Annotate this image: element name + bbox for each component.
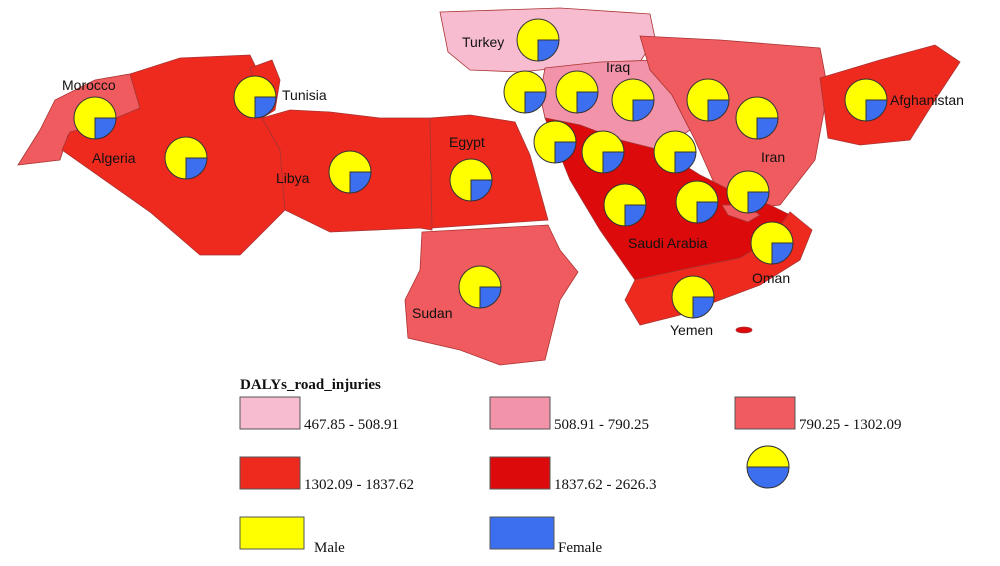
pie-female	[692, 296, 715, 319]
pie-female	[576, 91, 599, 114]
pie-female	[254, 96, 277, 119]
country-label: Yemen	[670, 322, 713, 338]
country-labels: Turkey Iraq Morocco Tunisia Algeria Liby…	[62, 34, 964, 338]
pie-male	[516, 18, 560, 62]
pie-male	[750, 221, 794, 265]
pie-female	[524, 91, 547, 114]
pie-male	[603, 183, 647, 227]
pie-female	[865, 99, 888, 122]
pie-male	[671, 275, 715, 319]
pie-male	[73, 96, 117, 140]
pie-female	[632, 99, 655, 122]
pie-female	[554, 141, 577, 164]
legend-label: 467.85 - 508.91	[304, 417, 399, 433]
country-label: Egypt	[449, 134, 485, 150]
pie-male	[611, 78, 655, 122]
legend: DALYs_road_injuries 467.85 - 508.91 508.9…	[239, 377, 902, 556]
country-label: Iran	[761, 149, 785, 165]
pie-male	[581, 130, 625, 174]
pie-male	[675, 180, 719, 224]
country-label: Turkey	[462, 34, 504, 50]
legend-label: 1837.62 - 2626.3	[554, 477, 657, 493]
pie-female	[602, 151, 625, 174]
legend-swatch	[489, 456, 551, 490]
pie-male	[844, 78, 888, 122]
pie-female	[707, 99, 730, 122]
pie-female	[674, 151, 697, 174]
country-label: Sudan	[412, 305, 452, 321]
country-label: Libya	[276, 170, 310, 186]
country-label: Iraq	[606, 59, 630, 75]
legend-swatch	[239, 456, 301, 490]
pie-male	[555, 70, 599, 114]
pie-male	[233, 75, 277, 119]
pie-male	[449, 158, 493, 202]
legend-label: Male	[314, 540, 345, 556]
pie-female	[624, 204, 647, 227]
country-label: Afghanistan	[890, 92, 964, 108]
pie-male	[164, 136, 208, 180]
pie-female	[771, 242, 794, 265]
legend-swatch	[734, 396, 796, 430]
country-label: Saudi Arabia	[628, 235, 708, 251]
legend-swatch	[239, 396, 301, 430]
pie-male	[533, 120, 577, 164]
pie-male	[503, 70, 547, 114]
country-label: Algeria	[92, 150, 136, 166]
pie-female	[747, 191, 770, 214]
legend-swatch	[489, 516, 555, 550]
pie-female	[470, 179, 493, 202]
country-label: Morocco	[62, 77, 116, 93]
pie-female	[94, 117, 117, 140]
pie-female	[696, 201, 719, 224]
pie-male	[735, 96, 779, 140]
pie-female	[479, 286, 502, 309]
pie-male	[328, 150, 372, 194]
pie-layer	[73, 18, 888, 319]
pie-male	[726, 170, 770, 214]
pie-male	[458, 265, 502, 309]
pie-female	[756, 117, 779, 140]
legend-title: DALYs_road_injuries	[240, 377, 381, 393]
afghanistan-shape	[819, 44, 961, 146]
pie-female	[349, 171, 372, 194]
pie-male	[653, 130, 697, 174]
country-label: Tunisia	[282, 87, 327, 103]
legend-swatch	[489, 396, 551, 430]
legend-swatch	[239, 516, 305, 550]
pie-male	[686, 78, 730, 122]
country-label: Oman	[752, 270, 790, 286]
legend-label: 1302.09 - 1837.62	[304, 477, 414, 493]
legend-label: 790.25 - 1302.09	[799, 417, 902, 433]
socotra-shape	[735, 326, 753, 334]
legend-pie-male	[746, 445, 790, 468]
legend-label: 508.91 - 790.25	[554, 417, 649, 433]
pie-female	[537, 39, 560, 62]
legend-label: Female	[558, 540, 602, 556]
pie-female	[185, 157, 208, 180]
